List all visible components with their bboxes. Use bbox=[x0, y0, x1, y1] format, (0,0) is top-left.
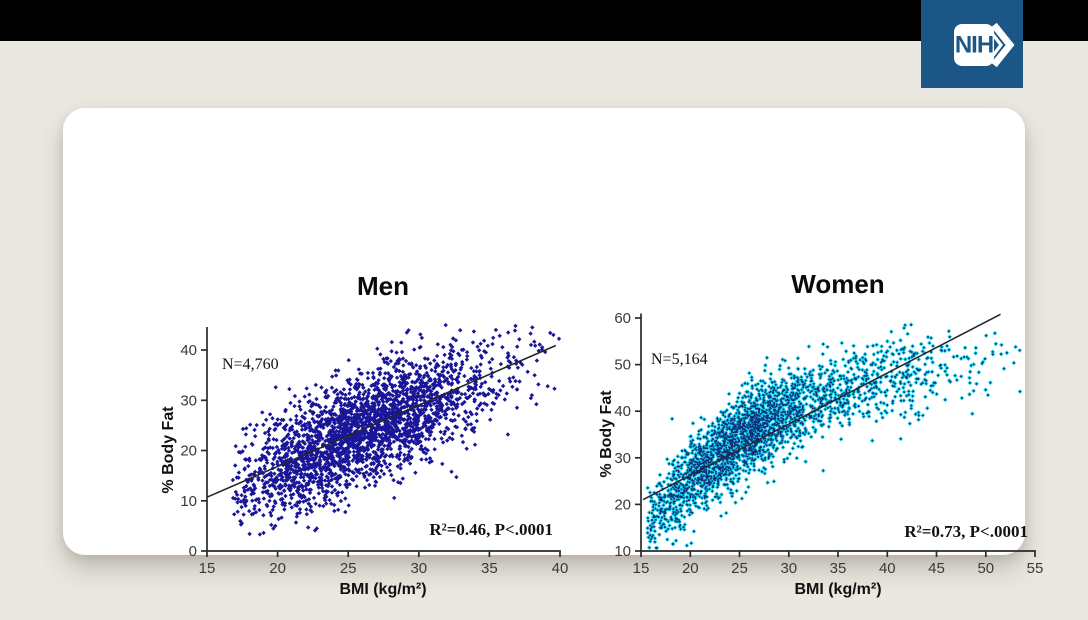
men-regression-line bbox=[206, 344, 557, 498]
women-x-axis-label: BMI (kg/m²) bbox=[794, 581, 881, 598]
nih-logo-mark: NIH bbox=[921, 0, 1023, 88]
men-stats-label: R²=0.46, P<.0001 bbox=[429, 520, 553, 539]
men-title: Men bbox=[357, 271, 409, 301]
women-stats-label: R²=0.73, P<.0001 bbox=[904, 522, 1028, 541]
y-tick-label: 10 bbox=[180, 493, 197, 510]
x-tick-label: 45 bbox=[928, 560, 945, 577]
x-tick-label: 40 bbox=[879, 560, 896, 577]
y-tick-label: 30 bbox=[614, 450, 631, 467]
nih-logo-text: NIH bbox=[955, 32, 993, 59]
x-tick-label: 20 bbox=[269, 560, 286, 577]
y-tick-label: 10 bbox=[614, 543, 631, 560]
women-scatter-point-centers bbox=[646, 323, 1021, 549]
men-n-label: N=4,760 bbox=[222, 356, 279, 373]
y-tick-label: 0 bbox=[189, 543, 197, 560]
x-tick-label: 50 bbox=[977, 560, 994, 577]
women-y-axis-label: % Body Fat bbox=[598, 390, 615, 478]
x-tick-label: 40 bbox=[552, 560, 569, 577]
figure-card: 15 20 25 30 35 40 0 10 20 30 40 Men N=4,760 R²=0.46, … bbox=[63, 108, 1043, 598]
x-tick-label: 35 bbox=[830, 560, 847, 577]
nih-logo-plate bbox=[954, 24, 994, 66]
x-tick-label: 35 bbox=[481, 560, 498, 577]
y-tick-label: 30 bbox=[180, 392, 197, 409]
men-x-axis-label: BMI (kg/m²) bbox=[339, 581, 426, 598]
y-tick-label: 40 bbox=[614, 403, 631, 420]
women-regression-line bbox=[642, 313, 1001, 501]
x-tick-label: 25 bbox=[340, 560, 357, 577]
women-title: Women bbox=[791, 269, 884, 299]
nih-chevron-thick-icon bbox=[991, 22, 1015, 68]
x-tick-label: 20 bbox=[682, 560, 699, 577]
men-scatter-points bbox=[230, 322, 562, 537]
women-scatter-plot: 15 20 25 30 35 40 45 50 55 10 20 30 40 50 60 Women N=5,1… bbox=[598, 269, 1044, 598]
nih-chevron-thin-icon bbox=[986, 27, 1004, 63]
top-bar bbox=[0, 0, 1088, 41]
y-tick-label: 60 bbox=[614, 310, 631, 327]
x-tick-label: 30 bbox=[780, 560, 797, 577]
x-tick-label: 15 bbox=[199, 560, 216, 577]
y-tick-label: 20 bbox=[614, 496, 631, 513]
nih-logo: NIH bbox=[921, 0, 1023, 88]
x-tick-label: 55 bbox=[1027, 560, 1044, 577]
women-n-label: N=5,164 bbox=[651, 351, 708, 368]
x-tick-label: 15 bbox=[633, 560, 650, 577]
x-tick-label: 30 bbox=[410, 560, 427, 577]
x-tick-label: 25 bbox=[731, 560, 748, 577]
men-scatter-plot: 15 20 25 30 35 40 0 10 20 30 40 Men N=4,760 R²=0.46, … bbox=[160, 271, 569, 598]
men-y-axis-label: % Body Fat bbox=[160, 406, 177, 494]
y-tick-label: 20 bbox=[180, 443, 197, 460]
y-tick-label: 50 bbox=[614, 357, 631, 374]
y-tick-label: 40 bbox=[180, 342, 197, 359]
